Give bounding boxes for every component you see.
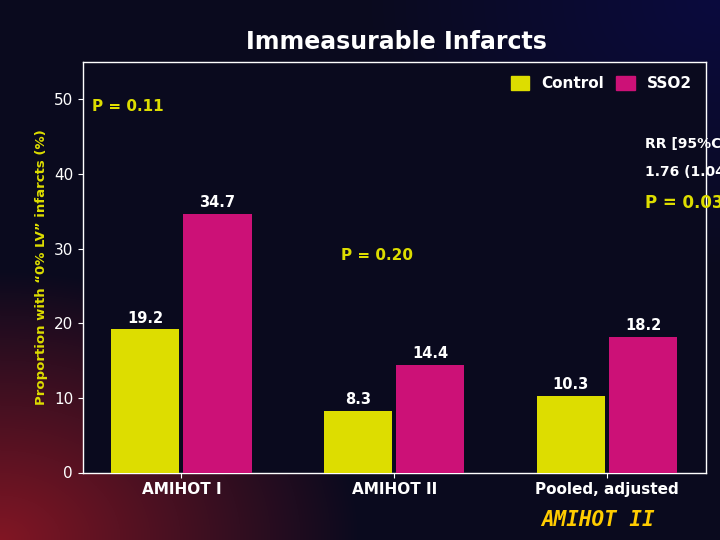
Text: Immeasurable Infarcts: Immeasurable Infarcts bbox=[246, 30, 546, 53]
Bar bbox=[396, 365, 464, 472]
Y-axis label: Proportion with “0% LV” infarcts (%): Proportion with “0% LV” infarcts (%) bbox=[35, 130, 48, 405]
Bar bbox=[111, 329, 179, 472]
Text: P = 0.11: P = 0.11 bbox=[92, 99, 163, 113]
Bar bbox=[324, 410, 392, 472]
Bar bbox=[537, 396, 605, 472]
Legend: Control, SSO2: Control, SSO2 bbox=[505, 70, 698, 97]
Bar bbox=[184, 214, 251, 472]
Bar bbox=[609, 337, 678, 472]
Text: RR [95%CI] =: RR [95%CI] = bbox=[645, 137, 720, 151]
Text: 1.76 (1.04, 3.00): 1.76 (1.04, 3.00) bbox=[645, 165, 720, 179]
Text: 14.4: 14.4 bbox=[413, 346, 449, 361]
Text: 10.3: 10.3 bbox=[553, 377, 589, 392]
Text: P = 0.03: P = 0.03 bbox=[645, 194, 720, 212]
Text: 8.3: 8.3 bbox=[345, 392, 371, 407]
Text: P = 0.20: P = 0.20 bbox=[341, 248, 413, 263]
Text: AMIHOT II: AMIHOT II bbox=[541, 510, 654, 530]
Text: 34.7: 34.7 bbox=[199, 195, 235, 210]
Text: 19.2: 19.2 bbox=[127, 310, 163, 326]
Text: 18.2: 18.2 bbox=[625, 318, 662, 333]
